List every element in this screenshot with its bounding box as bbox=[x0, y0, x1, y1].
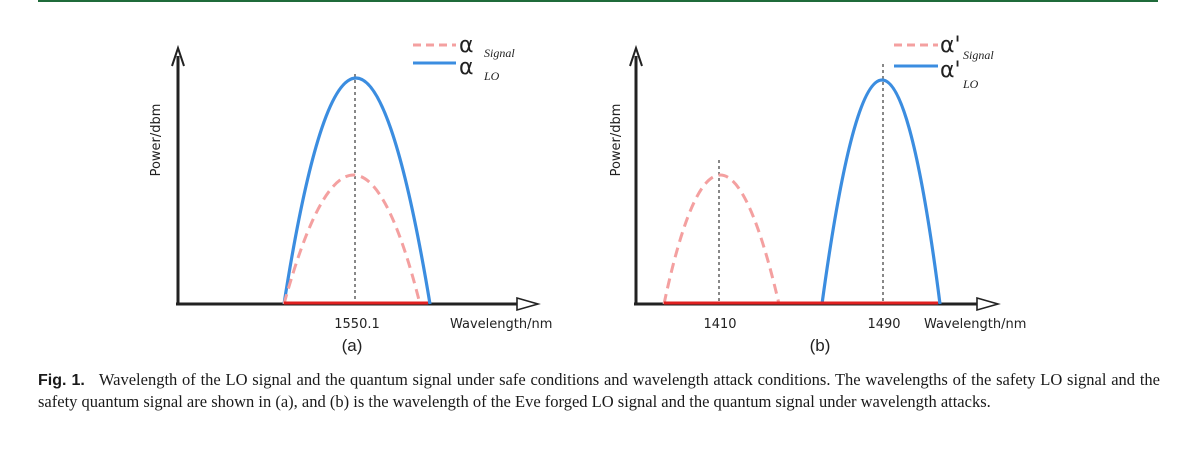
panel-a-lo-curve bbox=[282, 76, 432, 305]
panel-a-signal-curve bbox=[282, 173, 422, 305]
panel-a-tick-label: 1550.1 bbox=[334, 317, 380, 332]
panel-a-label: (a) bbox=[342, 336, 363, 355]
panel-b-lo-curve bbox=[820, 78, 942, 305]
panel-b-x-arrow bbox=[976, 296, 1001, 312]
panel-a-legend-signal-symbol: α bbox=[459, 33, 474, 58]
top-rule bbox=[38, 0, 1158, 2]
panel-b-legend: α' Signal α' LO bbox=[894, 33, 994, 91]
figure-caption-label: Fig. 1. bbox=[38, 372, 85, 389]
panel-b-tick-label-1490: 1490 bbox=[867, 317, 900, 332]
panel-b-legend-lo-label: LO bbox=[962, 77, 979, 91]
panel-a-legend-lo-symbol: α bbox=[459, 55, 474, 80]
panel-b: Power/dbm 1410 1490 Wavelength/nm (b) α'… bbox=[609, 33, 1026, 355]
figure-caption: Fig. 1. Wavelength of the LO signal and t… bbox=[38, 369, 1160, 412]
figure-1: Power/dbm 1550.1 Wavelength/nm (a) α Sig… bbox=[149, 33, 1026, 355]
panel-a-legend-signal-label: Signal bbox=[484, 46, 515, 60]
panel-b-tick-label-1410: 1410 bbox=[703, 317, 736, 332]
panel-a-ylabel: Power/dbm bbox=[149, 104, 164, 177]
panel-a: Power/dbm 1550.1 Wavelength/nm (a) α Sig… bbox=[149, 33, 552, 355]
panel-b-y-arrow bbox=[629, 44, 643, 67]
panel-b-legend-signal-label: Signal bbox=[963, 48, 994, 62]
panel-a-xlabel: Wavelength/nm bbox=[450, 317, 552, 332]
panel-a-x-arrow bbox=[516, 296, 541, 312]
panel-b-legend-lo-symbol: α' bbox=[940, 58, 961, 83]
panel-b-xlabel: Wavelength/nm bbox=[924, 317, 1026, 332]
panel-a-y-arrow bbox=[171, 44, 185, 67]
panel-a-legend-lo-label: LO bbox=[483, 69, 500, 83]
panel-b-legend-signal-symbol: α' bbox=[940, 33, 961, 58]
panel-b-label: (b) bbox=[810, 336, 831, 355]
panel-a-legend: α Signal α LO bbox=[413, 33, 515, 83]
figure-caption-text: Wavelength of the LO signal and the quan… bbox=[38, 370, 1160, 411]
panel-b-ylabel: Power/dbm bbox=[609, 104, 624, 177]
panel-b-signal-curve bbox=[662, 173, 781, 305]
